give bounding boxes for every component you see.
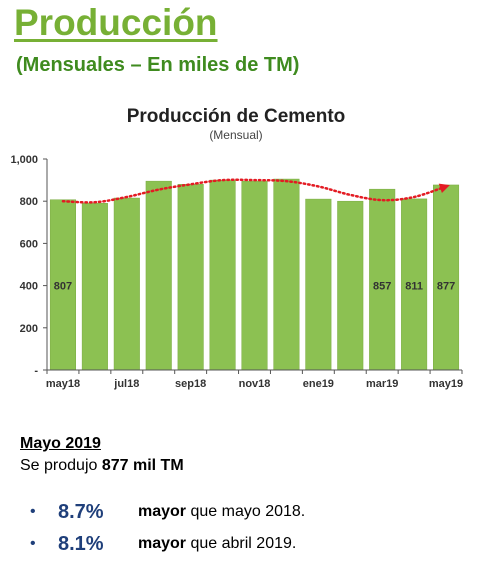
bar	[401, 198, 428, 371]
bullet-bold: mayor	[138, 535, 187, 552]
bar	[337, 200, 364, 371]
data-label: 807	[54, 281, 72, 293]
bar	[145, 180, 172, 371]
summary-value: 877 mil TM	[101, 457, 184, 474]
page-title: Producción	[14, 2, 218, 43]
bar	[369, 188, 396, 371]
chart-title: Producción de Cemento	[127, 106, 346, 127]
x-tick-label: ene19	[303, 378, 334, 390]
y-tick-label: 1,000	[10, 154, 38, 166]
x-tick-label: may19	[429, 378, 463, 390]
trend-line	[61, 178, 448, 204]
y-tick-label: 800	[20, 196, 38, 208]
trend-arrow-icon	[438, 183, 450, 194]
bullet-icon: •	[30, 503, 36, 520]
data-label: 877	[437, 281, 455, 293]
bar	[113, 197, 140, 371]
x-tick-label: mar19	[366, 378, 398, 390]
bullet-rest: que abril 2019.	[186, 535, 297, 552]
summary-line: Se produjo 877 mil TM	[20, 457, 184, 475]
summary-prefix: Se produjo	[20, 457, 102, 474]
bullet-icon: •	[30, 535, 36, 552]
y-tick-label: 600	[20, 238, 38, 250]
bar	[273, 178, 300, 371]
bar	[177, 184, 204, 371]
production-chart: Producción de Cemento(Mensual) - 200 400 600…	[10, 106, 463, 390]
bar	[209, 179, 236, 371]
summary-heading: Mayo 2019	[20, 435, 101, 452]
chart-subtitle: (Mensual)	[209, 128, 262, 142]
bar	[305, 198, 332, 371]
y-tick-label: -	[34, 365, 38, 377]
page-subtitle: (Mensuales – En miles de TM)	[16, 54, 300, 76]
bullet-item: • 8.1% mayor que abril 2019.	[30, 530, 296, 558]
bar	[433, 184, 460, 371]
bullet-rest: que mayo 2018.	[186, 503, 306, 520]
bar	[241, 180, 268, 371]
data-label: 811	[405, 281, 423, 293]
bullet-percent: 8.7%	[58, 500, 104, 523]
bullet-text: mayor que mayo 2018.	[138, 503, 305, 521]
x-tick-label: nov18	[239, 378, 271, 390]
bar	[81, 203, 108, 371]
y-tick-label: 200	[20, 323, 38, 335]
bullet-percent: 8.1%	[58, 532, 104, 555]
x-tick-label: may18	[46, 378, 80, 390]
x-tick-label: sep18	[175, 378, 206, 390]
y-tick-label: 400	[20, 281, 38, 293]
bullet-text: mayor que abril 2019.	[138, 535, 296, 553]
bullet-bold: mayor	[138, 503, 187, 520]
x-tick-label: jul18	[113, 378, 139, 390]
data-label: 857	[373, 281, 391, 293]
bullet-item: • 8.7% mayor que mayo 2018.	[30, 498, 305, 526]
